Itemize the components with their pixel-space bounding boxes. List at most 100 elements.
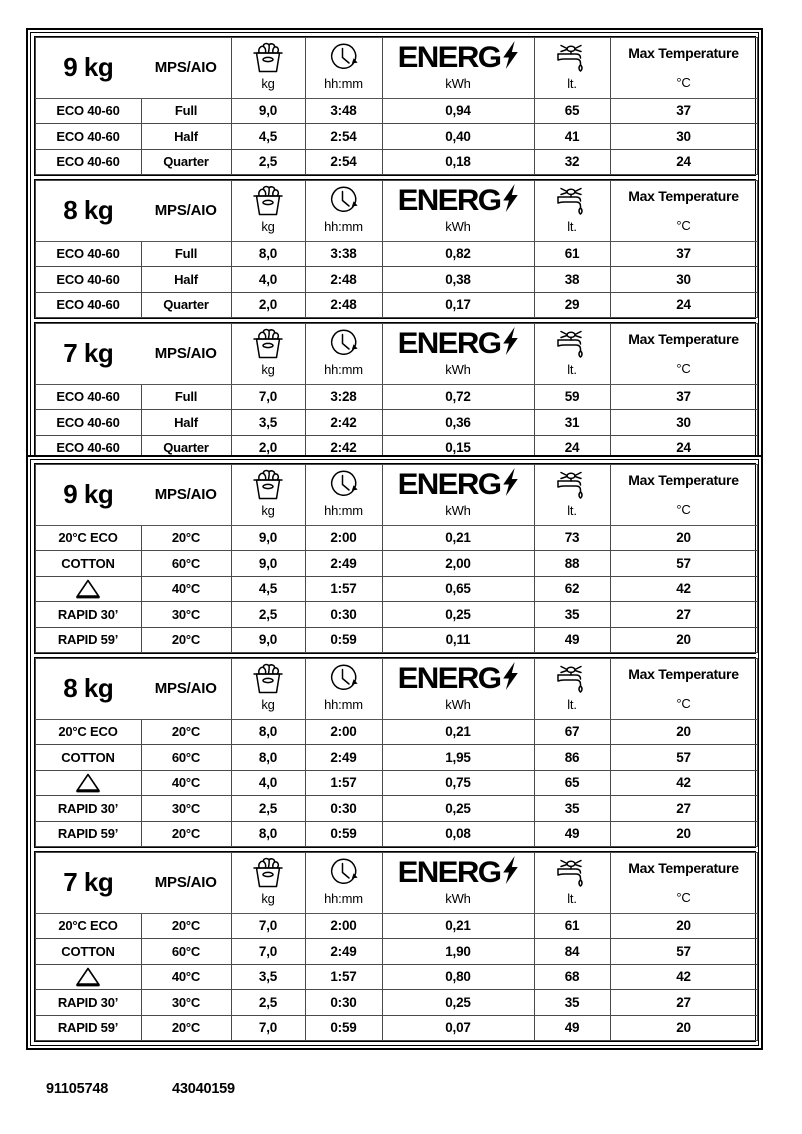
energy-value-cell: 0,25 (381, 601, 535, 628)
program-name-cell: 20°C ECO (34, 718, 142, 745)
table-row: ECO 40-60 Half 4,5 2:54 0,40 41 30 (34, 123, 758, 150)
column-header-icon-group: ENERG kWh (383, 659, 534, 718)
time-value-cell: 1:57 (304, 575, 383, 602)
load-value-cell: 8,0 (230, 718, 306, 745)
column-header-icon-group: ENERG kWh (383, 324, 534, 383)
energy-value-cell: 1,95 (381, 744, 535, 771)
group-inner-border: 9 kg MPS/AIO kg hh:mm ENERG kWh lt. Max Tempera… (30, 459, 759, 1046)
table-row: ECO 40-60 Quarter 2,5 2:54 0,18 32 24 (34, 148, 758, 175)
faucet-drop-icon (557, 665, 583, 693)
program-name-cell: RAPID 30’ (34, 989, 142, 1016)
program-setting-cell: Quarter (140, 148, 232, 175)
spec-table-block: 8 kg MPS/AIO kg hh:mm ENERG kWh lt. Max Tempera… (33, 656, 758, 848)
column-header-glyph (327, 327, 361, 360)
column-header-unit: kg (261, 362, 275, 377)
maxtemp-value-cell: 27 (609, 989, 758, 1016)
time-value-cell: 1:57 (304, 769, 383, 796)
program-setting-cell: 40°C (140, 575, 232, 602)
table-row: ECO 40-60 Full 8,0 3:38 0,82 61 37 (34, 240, 758, 267)
faucet-drop-icon (557, 330, 583, 358)
column-header-unit: lt. (567, 503, 577, 518)
clock-icon (330, 329, 358, 356)
time-value-cell: 2:54 (304, 123, 383, 150)
laundry-basket-icon (253, 42, 283, 73)
energy-logo: ENERG (397, 855, 518, 891)
column-header-glyph (248, 856, 288, 889)
program-setting-cell: Full (140, 383, 232, 410)
maxtemp-value-cell: 27 (609, 601, 758, 628)
energy-logo: ENERG (397, 661, 518, 697)
energy-value-cell: 0,18 (381, 148, 535, 175)
water-column-header: lt. (533, 657, 611, 720)
load-column-header: kg (230, 322, 306, 385)
program-name-cell: ECO 40-60 (34, 123, 142, 150)
column-header-glyph (552, 327, 592, 360)
maxtemp-header-group: Max Temperature °C (611, 324, 757, 383)
column-header-icon-group: hh:mm (306, 38, 382, 97)
time-column-header: hh:mm (304, 179, 383, 242)
column-header-unit: lt. (567, 697, 577, 712)
column-header-glyph: ENERG (397, 183, 518, 217)
column-header-unit: kg (261, 219, 275, 234)
spec-table: 8 kg MPS/AIO kg hh:mm ENERG kWh lt. Max Tempera… (34, 657, 758, 848)
energy-logo-bolt (501, 661, 519, 697)
load-value-cell: 4,0 (230, 266, 306, 293)
program-name-cell: RAPID 30’ (34, 795, 142, 822)
column-header-icon-group: hh:mm (306, 465, 382, 524)
energy-logo-bolt (501, 855, 519, 891)
water-value-cell: 35 (533, 601, 611, 628)
model-label: MPS/AIO (141, 322, 232, 385)
load-value-cell: 2,5 (230, 989, 306, 1016)
table-header-row: 9 kg MPS/AIO kg hh:mm ENERG kWh lt. Max Tempera… (34, 463, 758, 526)
column-header-icon-group: lt. (535, 853, 610, 912)
column-header-unit: lt. (567, 362, 577, 377)
column-header-icon-group: lt. (535, 324, 610, 383)
maxtemp-value-cell: 42 (609, 575, 758, 602)
lightning-bolt-icon (502, 467, 518, 496)
load-value-cell: 7,0 (230, 383, 306, 410)
column-header-icon-group: kg (232, 465, 305, 524)
load-value-cell: 2,5 (230, 148, 306, 175)
load-value-cell: 4,5 (230, 123, 306, 150)
table-row: 40°C 3,5 1:57 0,80 68 42 (34, 963, 758, 990)
model-label: MPS/AIO (141, 657, 232, 720)
time-column-header: hh:mm (304, 463, 383, 526)
water-value-cell: 73 (533, 524, 611, 551)
column-header-icon-group: kg (232, 324, 305, 383)
time-value-cell: 2:54 (304, 148, 383, 175)
energy-column-header: ENERG kWh (381, 36, 535, 99)
energy-logo-text: ENERG (397, 40, 501, 74)
program-name-cell: RAPID 30’ (34, 601, 142, 628)
table-row: RAPID 30’ 30°C 2,5 0:30 0,25 35 27 (34, 989, 758, 1016)
time-column-header: hh:mm (304, 36, 383, 99)
maxtemp-header-unit: °C (676, 502, 691, 517)
program-setting-cell: 40°C (140, 769, 232, 796)
load-value-cell: 4,0 (230, 769, 306, 796)
program-setting-cell: Quarter (140, 291, 232, 318)
load-value-cell: 2,5 (230, 795, 306, 822)
energy-logo: ENERG (397, 467, 518, 503)
spec-table: 9 kg MPS/AIO kg hh:mm ENERG kWh lt. Max Tempera… (34, 463, 758, 654)
column-header-glyph: ENERG (397, 661, 518, 697)
column-header-unit: kg (261, 76, 275, 91)
program-icon-cell (34, 769, 142, 796)
footer-code-secondary: 43040159 (172, 1081, 235, 1097)
time-value-cell: 3:38 (304, 240, 383, 267)
program-setting-cell: 20°C (140, 820, 232, 847)
water-value-cell: 65 (533, 769, 611, 796)
load-value-cell: 9,0 (230, 524, 306, 551)
capacity-label: 7 kg (34, 322, 141, 385)
maxtemp-value-cell: 42 (609, 963, 758, 990)
spec-table: 7 kg MPS/AIO kg hh:mm ENERG kWh lt. Max Tempera… (34, 851, 758, 1042)
energy-value-cell: 0,72 (381, 383, 535, 410)
column-header-glyph: ENERG (397, 326, 518, 360)
column-header-glyph (248, 662, 288, 695)
program-name-cell: ECO 40-60 (34, 97, 142, 124)
column-header-unit: hh:mm (324, 76, 363, 91)
water-value-cell: 35 (533, 795, 611, 822)
column-header-icon-group: lt. (535, 181, 610, 240)
column-header-glyph (327, 41, 361, 74)
column-header-glyph (552, 184, 592, 217)
capacity-label: 9 kg (34, 36, 141, 99)
